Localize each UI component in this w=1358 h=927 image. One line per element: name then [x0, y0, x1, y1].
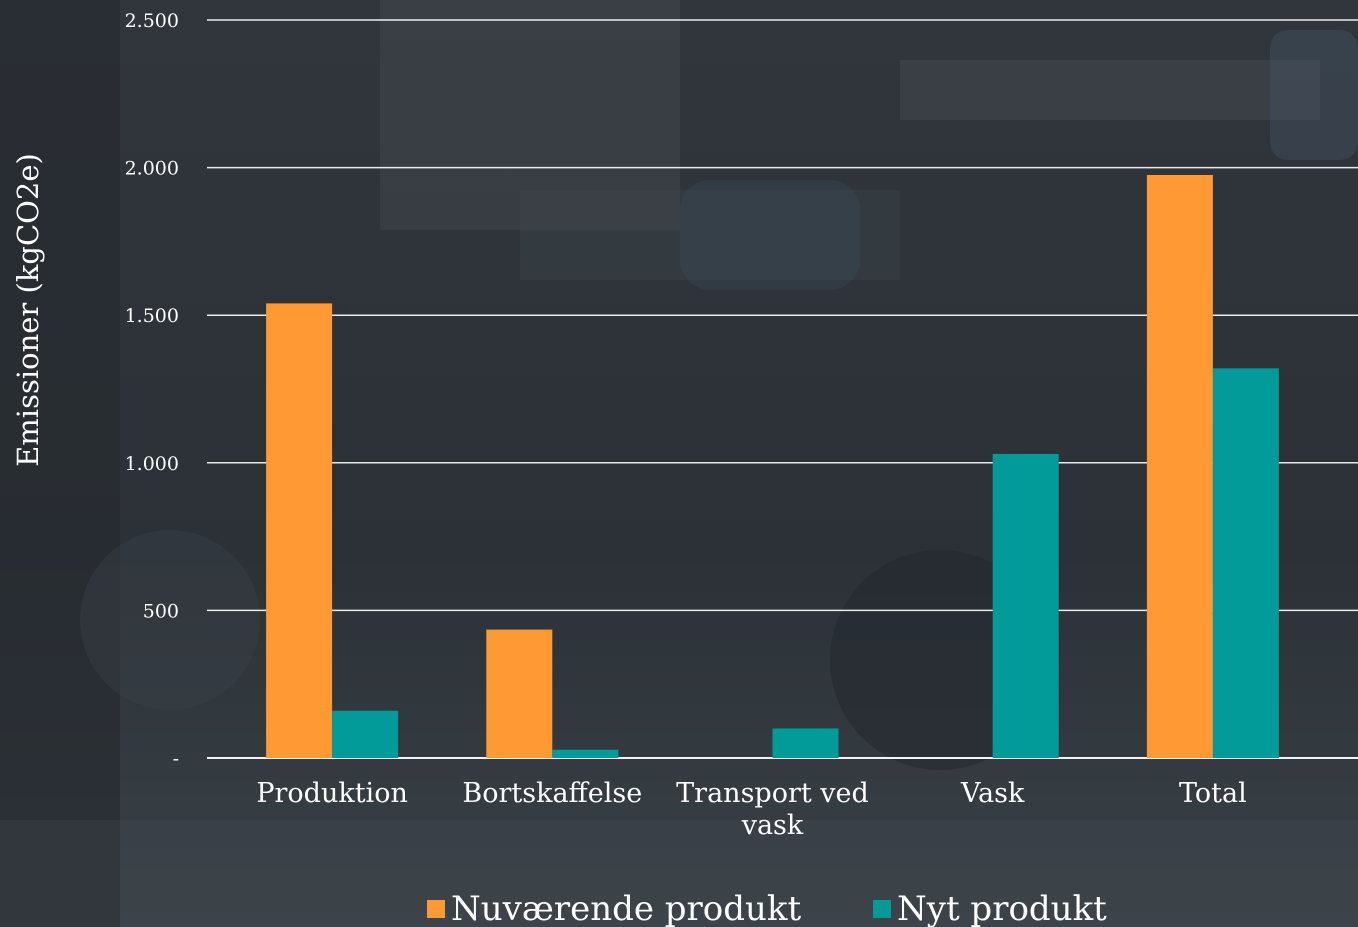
x-tick-label: Bortskaffelse	[462, 778, 642, 809]
bar-nyt-4	[1212, 368, 1279, 758]
x-tick-label-line: Transport ved	[676, 778, 869, 809]
y-axis-ticks: - 500 1.000 1.500 2.000 2.500	[125, 10, 179, 770]
bar-nyt-1	[552, 749, 619, 758]
bar-nuvaerende-0	[266, 303, 333, 758]
x-tick-label-line: Vask	[960, 778, 1025, 809]
x-tick-label: Produktion	[256, 778, 408, 809]
y-tick-label: 1.500	[125, 305, 179, 327]
x-tick-label: Vask	[960, 778, 1025, 809]
y-tick-label: 2.500	[125, 10, 179, 32]
legend-swatch-nyt	[873, 900, 891, 918]
x-tick-label-line: Bortskaffelse	[462, 778, 642, 809]
bar-nuvaerende-4	[1146, 174, 1213, 759]
bar-nyt-0	[332, 710, 399, 758]
bar-nyt-3	[992, 453, 1059, 758]
y-tick-label: 2.000	[125, 158, 179, 180]
x-tick-label-line: Produktion	[256, 778, 408, 809]
legend-label-nyt: Nyt produkt	[897, 889, 1107, 927]
x-tick-label-line: vask	[741, 810, 804, 841]
bar-nyt-2	[772, 728, 839, 758]
x-tick-label: Transport ved vask	[676, 778, 869, 841]
bar-nuvaerende-1	[486, 629, 553, 758]
x-tick-label: Total	[1179, 778, 1247, 809]
x-axis-ticks: Produktion Bortskaffelse Transport ved vask…	[256, 778, 1246, 841]
x-tick-label-line: Total	[1179, 778, 1247, 809]
bars	[266, 174, 1279, 759]
legend-swatch-nuvaerende	[427, 900, 445, 918]
y-tick-label: -	[173, 748, 179, 770]
y-tick-label: 500	[143, 600, 179, 622]
y-axis-label: Emissioner (kgCO2e)	[11, 153, 45, 467]
legend-label-nuvaerende: Nuværende produkt	[451, 889, 802, 927]
legend: Nuværende produkt Nyt produkt	[427, 889, 1107, 927]
y-tick-label: 1.000	[125, 453, 179, 475]
